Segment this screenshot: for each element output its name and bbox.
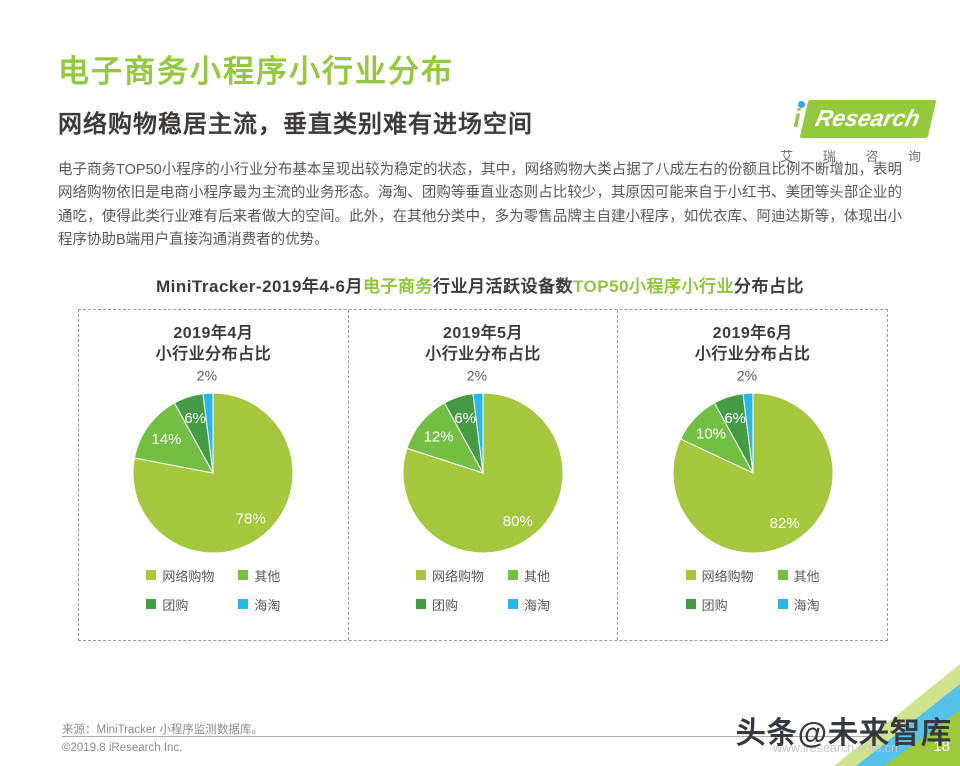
chart-title: MiniTracker-2019年4-6月电子商务行业月活跃设备数TOP50小程… [0,272,960,297]
pie-title: 2019年6月 小行业分布占比 [618,324,887,366]
legend-swatch [238,599,249,610]
legend-item: 海淘 [777,595,820,614]
pie-slice-label: 14% [152,431,182,448]
pie-slice-label: 80% [503,512,533,529]
pie-column-april: 2019年4月 小行业分布占比 78% 14% 6% 2% 网络购物 其他团购 海淘 [79,310,348,640]
pie-slice-label: 2% [467,367,487,383]
pie-chart: 80% 12%6% 2% [402,367,564,554]
pie-title-caption: 小行业分布占比 [425,345,541,363]
legend-item: 网络购物 [146,566,238,585]
logo-wordmark: Research [800,100,937,138]
legend-swatch [777,599,788,610]
legend-item: 海淘 [508,595,550,614]
legend-swatch [508,599,518,610]
pie-title-month: 2019年5月 [443,324,523,342]
legend-label: 其他 [524,568,551,584]
pie-slice-1 [134,401,215,474]
pie-slice-label: 82% [769,515,799,532]
legend-label: 网络购物 [162,568,215,584]
pie-column-june: 2019年6月 小行业分布占比 82% 10% 6% 2% 网络购物 其他团购 海淘 [617,309,887,640]
chart-title-segment: 行业月活跃设备数 [432,276,573,296]
legend-swatch [685,599,696,610]
pie-slice-label: 6% [454,410,476,427]
pie-slice-label: 2% [197,367,217,383]
legend-label: 团购 [701,597,728,613]
pie-slice-3 [472,392,484,473]
logo-letter-i: i [793,101,806,133]
iresearch-logo: i Research 艾 瑞 咨 询 [780,100,937,165]
pie-chart: 82% 10%6% 2% [672,367,834,554]
pie-title: 2019年4月 小行业分布占比 [79,324,348,366]
legend-swatch [777,570,788,581]
legend-swatch [238,570,249,581]
legend-item: 团购 [146,595,238,614]
legend-swatch [685,570,696,581]
pie-slice-1 [406,401,485,474]
iresearch-logo-mark: i Research [793,100,937,138]
legend-item: 其他 [777,566,820,585]
pie-slice-label: 6% [185,410,207,427]
legend-label: 网络购物 [432,568,485,584]
legend-label: 团购 [162,597,189,613]
chart-title-segment: 分布占比 [734,276,805,296]
page-subtitle: 网络购物稳居主流，垂直类别难有进场空间 [58,111,533,138]
pie-chart: 78% 14%6% 2% [132,367,294,554]
pie-slice-label: 12% [424,428,454,445]
legend-label: 其他 [793,568,820,584]
pie-title: 2019年5月 小行业分布占比 [349,324,618,366]
legend-swatch [146,570,157,581]
chart-title-segment: MiniTracker-2019年4-6月 [155,276,363,296]
pie-slice-label: 6% [724,410,746,427]
legend-swatch [508,570,518,581]
legend-swatch [146,599,157,610]
body-paragraph: 电子商务TOP50小程序的小行业分布基本呈现出较为稳定的状态，其中，网络购物大类… [58,162,902,249]
pie-slice-label: 2% [736,367,756,383]
legend-label: 网络购物 [701,568,754,584]
pie-slice-label: 78% [236,510,266,527]
pie-title-caption: 小行业分布占比 [155,345,272,363]
pie-legend: 网络购物 其他团购 海淘 [146,566,280,614]
legend-item: 其他 [508,566,550,585]
source-note: 来源：MiniTracker 小程序监测数据库。 [62,724,263,736]
legend-label: 团购 [432,597,459,613]
pie-title-month: 2019年6月 [712,324,793,342]
pie-slice-3 [202,392,214,473]
legend-label: 海淘 [524,597,551,613]
legend-item: 网络购物 [685,566,778,585]
legend-item: 网络购物 [416,566,508,585]
legend-item: 海淘 [238,595,280,614]
legend-label: 海淘 [793,597,820,613]
report-page: { "page": { "title": "电子商务小程序小行业分布", "su… [0,46,960,766]
pie-title-caption: 小行业分布占比 [694,345,811,363]
chart-title-segment: 电子商务 [362,276,433,296]
logo-chinese-name: 艾 瑞 咨 询 [780,149,934,164]
legend-label: 海淘 [254,597,281,613]
copyright-text: ©2019.8 iResearch Inc. [62,742,183,754]
legend-swatch [416,570,426,581]
legend-swatch [416,599,426,610]
page-title: 电子商务小程序小行业分布 [58,54,454,89]
watermark-text: 头条@未来智库 [735,717,952,750]
legend-label: 其他 [254,568,281,584]
chart-title-segment: TOP50小程序小行业 [572,276,735,296]
charts-container: 2019年4月 小行业分布占比 78% 14% 6% 2% 网络购物 其他 团购 海淘 20… [78,308,888,641]
pie-slice-label: 10% [696,425,726,442]
pie-legend: 网络购物 其他团购 海淘 [685,566,820,614]
pie-title-month: 2019年4月 [173,324,254,342]
legend-item: 其他 [238,566,280,585]
legend-item: 团购 [416,595,508,614]
pie-slice-3 [742,392,754,473]
pie-column-may: 2019年5月 小行业分布占比 80% 12% 6% 2% 网络购物 其他团购 海淘 [347,309,618,640]
pie-legend: 网络购物 其他团购 海淘 [416,566,550,614]
legend-item: 团购 [685,595,778,614]
